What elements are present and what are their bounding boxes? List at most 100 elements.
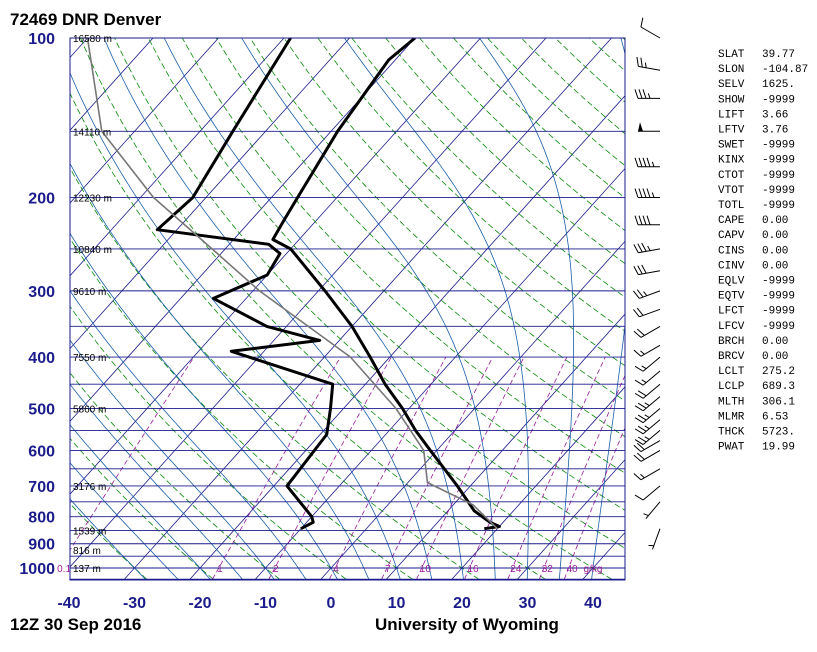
index-value: -9999 xyxy=(762,276,795,288)
mixing-ratio-label: 4 xyxy=(333,564,339,575)
moist-adiabat xyxy=(591,38,625,580)
mixing-ratio-line xyxy=(464,356,568,580)
temperature-tick: -10 xyxy=(254,595,277,612)
dry-adiabat xyxy=(385,38,625,265)
moist-adiabat xyxy=(70,424,211,580)
moist-adiabat xyxy=(241,38,496,580)
temperature-tick: 0 xyxy=(327,595,336,612)
isotherm xyxy=(0,38,22,579)
index-value: 39.77 xyxy=(762,49,795,61)
wind-barb xyxy=(633,344,661,357)
index-name: SLAT xyxy=(718,49,745,61)
valid-time: 12Z 30 Sep 2016 xyxy=(10,615,141,634)
index-name: SHOW xyxy=(718,94,745,106)
index-value: 0.00 xyxy=(762,245,788,257)
wind-barb xyxy=(633,242,661,254)
dry-adiabat xyxy=(70,372,280,580)
pressure-tick-labels: 100 200 300 400 500 600 700 800 900 1000 xyxy=(19,31,55,578)
wind-barb xyxy=(633,307,661,318)
dry-adiabat xyxy=(114,38,625,549)
mixing-ratio-label: 1 xyxy=(217,564,223,575)
isotherm xyxy=(70,38,154,131)
index-value: 3.76 xyxy=(762,125,788,137)
index-value: -9999 xyxy=(762,185,795,197)
wind-barb xyxy=(634,89,660,99)
dry-adiabat xyxy=(181,38,625,474)
mixing-ratio-line xyxy=(381,356,494,580)
height-label: 1539 m xyxy=(73,527,106,538)
index-name: SLON xyxy=(718,64,744,76)
dry-adiabat xyxy=(283,38,625,367)
index-value: -9999 xyxy=(762,321,795,333)
index-value: -9999 xyxy=(762,155,795,167)
wind-barb xyxy=(634,396,661,412)
mixing-ratio-label: 7 xyxy=(385,564,391,575)
pressure-tick: 700 xyxy=(28,479,55,496)
isotherm xyxy=(70,38,416,422)
temperature-tick: 20 xyxy=(453,595,471,612)
isotherm xyxy=(70,38,481,495)
height-label: 16580 m xyxy=(73,34,112,45)
index-value: 3.66 xyxy=(762,109,788,121)
moist-adiabat xyxy=(70,498,146,580)
mixing-ratio-line xyxy=(212,356,341,580)
pressure-tick: 200 xyxy=(28,191,55,208)
mixing-ratio-line xyxy=(539,374,625,580)
index-value: 306.1 xyxy=(762,396,795,408)
index-name: SELV xyxy=(718,79,745,91)
dewpoint-profile xyxy=(155,38,335,531)
index-value: 0.00 xyxy=(762,336,788,348)
index-name: SWET xyxy=(718,140,745,152)
wind-barb xyxy=(633,325,661,338)
dry-adiabat xyxy=(70,92,546,580)
dry-adiabat xyxy=(70,437,214,580)
index-value: 0.00 xyxy=(762,230,788,242)
index-name: LIFT xyxy=(718,109,745,121)
index-value: 689.3 xyxy=(762,381,795,393)
index-name: MLTH xyxy=(718,396,744,408)
isotherm xyxy=(320,240,625,580)
height-label: 14110 m xyxy=(73,127,111,138)
wind-barb xyxy=(633,289,661,299)
index-value: -9999 xyxy=(762,291,795,303)
isotherm xyxy=(70,38,285,277)
isotherm xyxy=(124,38,612,580)
dry-adiabat xyxy=(70,305,347,580)
temperature-tick: -20 xyxy=(188,595,211,612)
mixing-ratio-label: 0.1 xyxy=(57,564,71,575)
temperature-tick: 30 xyxy=(519,595,537,612)
index-name: MLMR xyxy=(718,411,745,423)
isotherm xyxy=(451,386,625,580)
index-value: 5723. xyxy=(762,427,795,439)
height-label: 816 m xyxy=(73,546,101,557)
plot-frame xyxy=(69,37,626,581)
index-name: THCK xyxy=(718,427,745,439)
moist-adiabat xyxy=(70,383,243,580)
wind-barbs xyxy=(633,17,661,550)
index-value: -9999 xyxy=(762,94,795,106)
mixing-ratio-line xyxy=(70,356,195,551)
moist-adiabat xyxy=(70,162,370,580)
temperature-tick-labels: -40 -30 -20 -10 0 10 20 30 40 xyxy=(57,595,602,612)
wind-barb xyxy=(634,430,661,445)
height-label: 3176 m xyxy=(73,482,106,493)
moist-adiabat xyxy=(70,462,179,580)
index-value: -9999 xyxy=(762,200,795,212)
index-value: 0.00 xyxy=(762,351,788,363)
wind-barb xyxy=(634,215,660,226)
height-label: 137 m xyxy=(73,564,101,575)
index-name: CAPV xyxy=(718,230,745,242)
temperature-profile xyxy=(271,38,501,531)
wind-barb xyxy=(643,501,661,519)
moist-adiabat xyxy=(70,232,338,580)
wind-barb xyxy=(634,419,661,435)
pressure-tick: 900 xyxy=(28,537,55,554)
index-value: 275.2 xyxy=(762,366,795,378)
index-value: 6.53 xyxy=(762,411,788,423)
index-value: -9999 xyxy=(762,306,795,318)
mixing-ratio-label: g/kg xyxy=(583,564,602,575)
index-value: 1625. xyxy=(762,79,795,91)
temperature-tick: 40 xyxy=(584,595,602,612)
dry-adiabat xyxy=(351,38,625,298)
